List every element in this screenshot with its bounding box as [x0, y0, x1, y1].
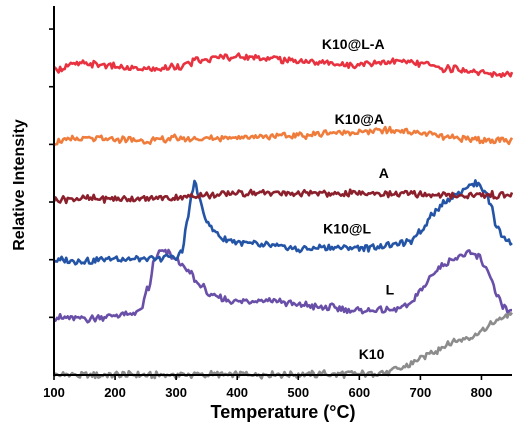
x-axis-title: Temperature (°C)	[211, 402, 356, 422]
series-line-l	[53, 248, 512, 324]
axes-layer: 100 200 300 400 500 600 700 800	[43, 6, 512, 400]
series-label-a: A	[379, 165, 389, 181]
series-line-k10-l	[53, 179, 513, 266]
x-tick-label: 700	[410, 385, 432, 400]
series-label-k10-l: K10@L	[323, 221, 371, 237]
x-tick-label: 600	[348, 385, 370, 400]
series-label-k10-l-a: K10@L-A	[322, 36, 385, 52]
series-layer	[52, 52, 513, 380]
x-tick-label: 200	[104, 385, 126, 400]
series-label-k10-a: K10@A	[335, 111, 384, 127]
series-label-layer: K10 L K10@L A K10@A K10@L-A	[322, 36, 395, 362]
x-tick-label: 500	[287, 385, 309, 400]
x-tick-label: 300	[165, 385, 187, 400]
x-tick-label: 400	[226, 385, 248, 400]
x-tick-label: 800	[471, 385, 493, 400]
series-line-k10	[52, 310, 513, 380]
series-line-k10-a	[53, 125, 513, 147]
series-label-l: L	[386, 281, 395, 297]
y-axis-title: Relative Intensity	[11, 119, 28, 251]
series-line-a	[52, 188, 513, 205]
series-label-k10: K10	[359, 346, 385, 362]
series-line-k10-l-a	[53, 52, 513, 79]
x-tick-label: 100	[43, 385, 65, 400]
